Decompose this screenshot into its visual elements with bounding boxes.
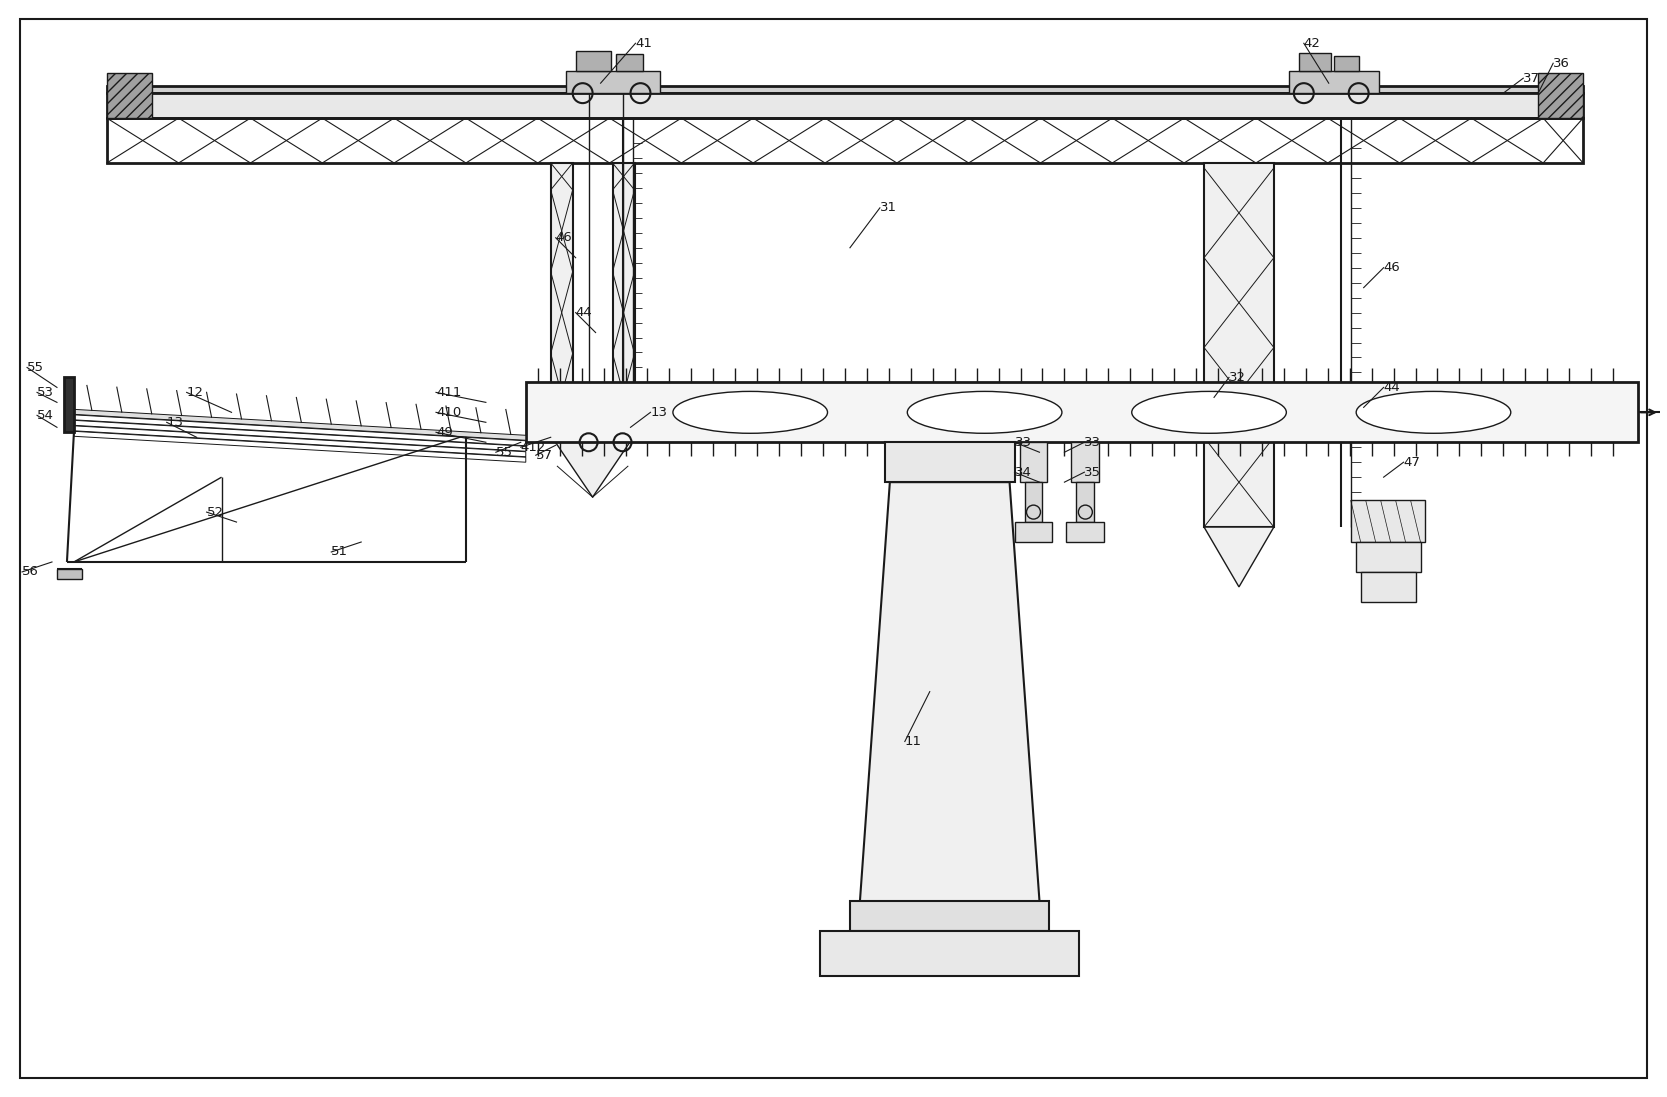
Ellipse shape [1357, 392, 1510, 433]
Ellipse shape [1132, 392, 1287, 433]
Text: 47: 47 [1404, 455, 1420, 468]
Bar [1067, 522, 1104, 542]
Text: 32: 32 [1229, 371, 1245, 384]
Text: 33: 33 [1084, 436, 1102, 449]
Text: 411: 411 [437, 386, 462, 399]
Bar [107, 73, 152, 118]
Ellipse shape [673, 392, 827, 433]
Bar [575, 52, 610, 71]
Text: 11: 11 [905, 735, 922, 748]
Text: 44: 44 [575, 306, 592, 319]
Bar [565, 71, 660, 93]
Text: 46: 46 [555, 231, 572, 245]
Bar [1334, 56, 1359, 71]
Text: 37: 37 [1524, 71, 1540, 84]
Bar [550, 163, 573, 436]
Bar [63, 377, 73, 432]
Polygon shape [73, 409, 525, 440]
Text: 42: 42 [1304, 37, 1320, 49]
Bar [615, 54, 643, 71]
Text: 34: 34 [1015, 466, 1032, 478]
Bar [57, 569, 82, 579]
Bar [1360, 572, 1415, 602]
Text: 54: 54 [37, 409, 53, 422]
Text: 12: 12 [187, 386, 203, 399]
Polygon shape [550, 436, 635, 497]
Text: 46: 46 [1384, 261, 1400, 274]
Text: 13: 13 [650, 406, 667, 419]
Text: 13: 13 [167, 416, 183, 429]
Bar [1072, 442, 1099, 483]
Text: 33: 33 [1015, 436, 1032, 449]
Bar [1299, 54, 1330, 71]
Text: 49: 49 [437, 426, 453, 439]
Text: 410: 410 [437, 406, 462, 419]
Text: 44: 44 [1384, 381, 1400, 394]
Bar [885, 442, 1015, 483]
Bar [1025, 483, 1042, 522]
Text: 56: 56 [22, 565, 38, 578]
Bar [525, 383, 1639, 442]
Text: 36: 36 [1554, 57, 1570, 70]
Bar [1015, 522, 1052, 542]
Bar [612, 163, 635, 436]
Text: 55: 55 [495, 445, 513, 459]
Text: 51: 51 [332, 545, 348, 558]
Bar [1020, 442, 1047, 483]
Bar [107, 87, 1584, 93]
Bar [1289, 71, 1379, 93]
Text: 35: 35 [1084, 466, 1102, 478]
Bar [107, 118, 1584, 163]
Polygon shape [1204, 527, 1274, 587]
Text: 412: 412 [520, 441, 547, 454]
Text: 31: 31 [880, 202, 897, 214]
Bar [1355, 542, 1420, 572]
Text: 41: 41 [635, 37, 652, 49]
Bar [1077, 483, 1094, 522]
Text: 52: 52 [207, 506, 223, 519]
Bar [1204, 163, 1274, 527]
Ellipse shape [907, 392, 1062, 433]
Polygon shape [860, 483, 1040, 901]
Bar [107, 93, 1584, 118]
Bar [1350, 500, 1425, 542]
Bar [820, 931, 1079, 976]
Text: 57: 57 [535, 449, 553, 462]
Bar [1539, 73, 1584, 118]
Bar [850, 901, 1050, 931]
Text: 53: 53 [37, 386, 53, 399]
Text: 55: 55 [27, 361, 43, 374]
